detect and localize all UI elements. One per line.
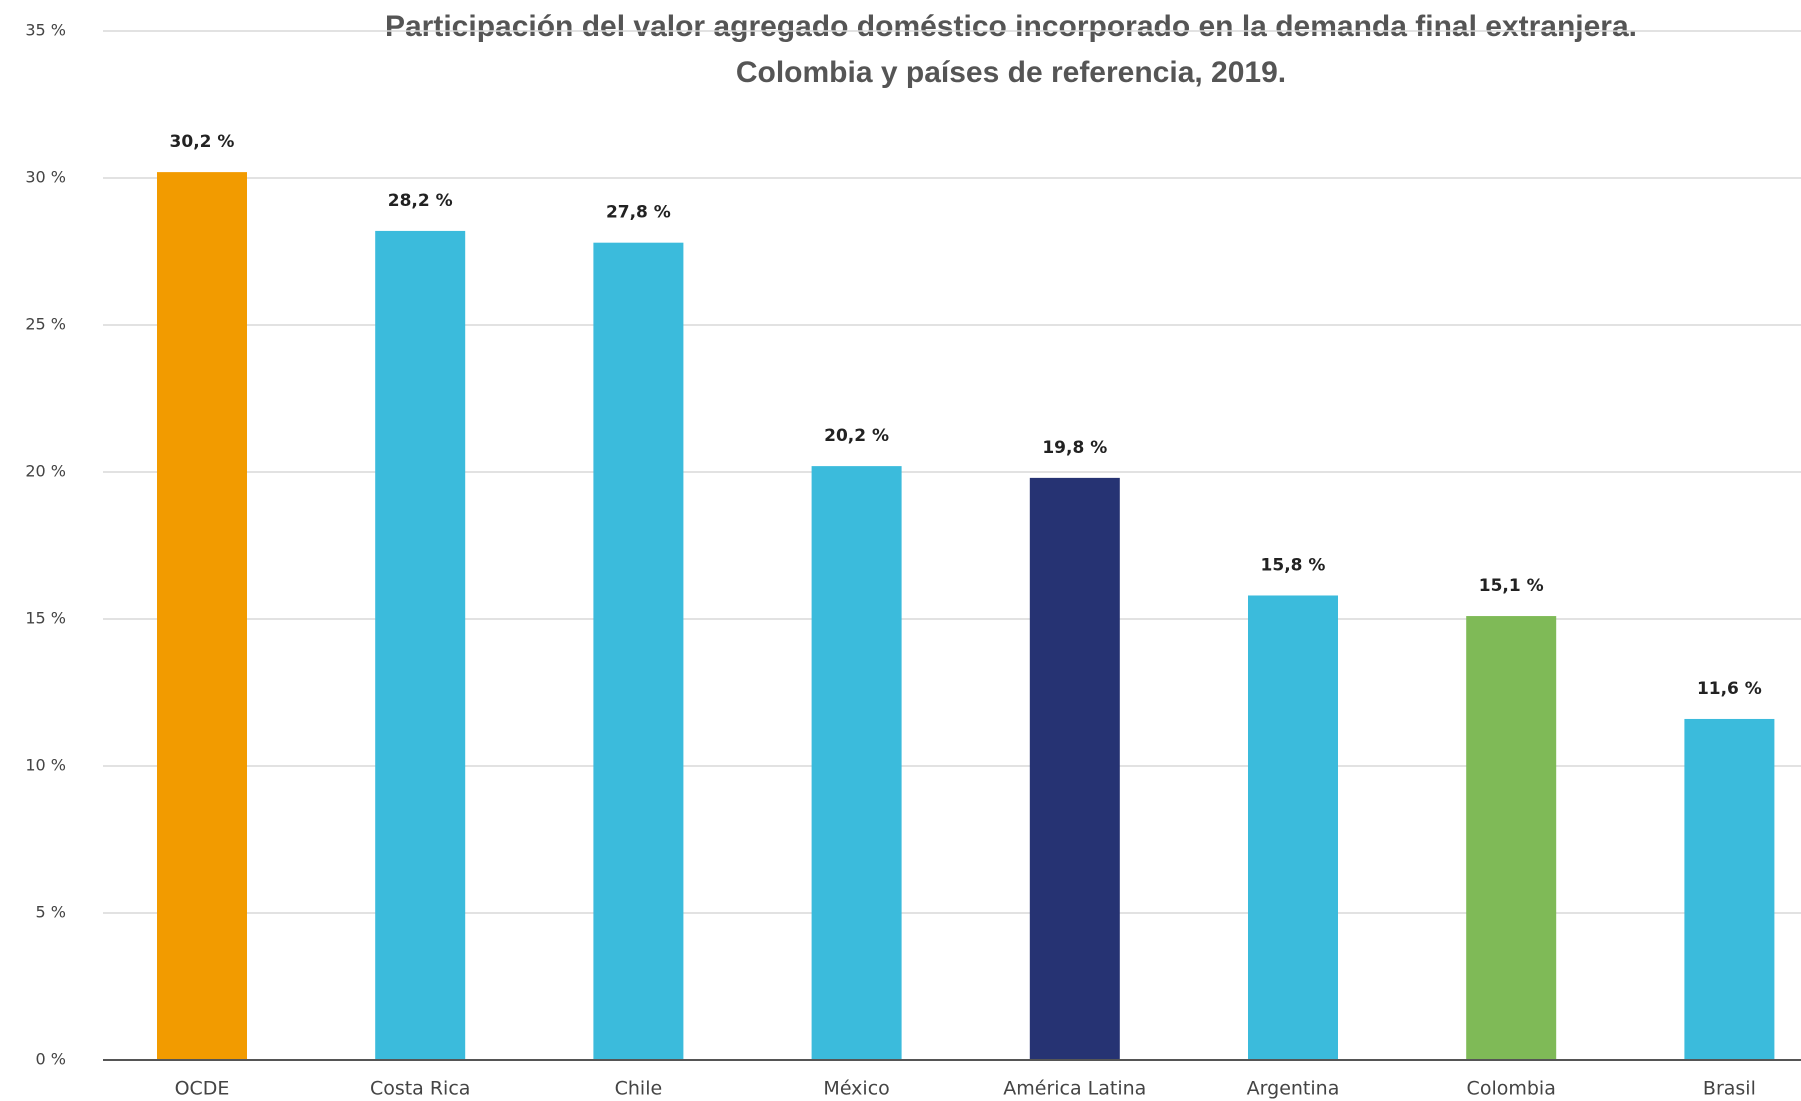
x-tick-label: Costa Rica — [370, 1078, 471, 1100]
bar — [811, 466, 902, 1060]
data-label: 28,2 % — [388, 191, 453, 211]
x-tick-label: Colombia — [1467, 1078, 1556, 1100]
x-tick-label: Chile — [615, 1078, 663, 1100]
y-tick-label: 30 % — [25, 168, 66, 187]
y-tick-label: 25 % — [25, 315, 66, 334]
data-label: 19,8 % — [1042, 438, 1107, 458]
data-label: 27,8 % — [606, 203, 671, 223]
x-tick-label: América Latina — [1003, 1078, 1146, 1100]
y-tick-label: 0 % — [36, 1050, 66, 1069]
x-tick-label: Brasil — [1703, 1078, 1756, 1100]
data-label: 30,2 % — [170, 132, 235, 152]
x-tick-label: OCDE — [175, 1078, 230, 1100]
chart-title: Participación del valor agregado domésti… — [385, 10, 1637, 43]
chart-subtitle: Colombia y países de referencia, 2019. — [736, 56, 1286, 89]
bar — [1466, 616, 1557, 1060]
bar — [1248, 595, 1338, 1060]
y-tick-label: 20 % — [25, 462, 66, 481]
x-tick-label: México — [823, 1078, 889, 1100]
y-tick-label: 15 % — [25, 609, 66, 628]
data-label: 11,6 % — [1697, 679, 1762, 699]
y-tick-label: 5 % — [36, 903, 66, 922]
x-tick-label: Argentina — [1247, 1078, 1340, 1100]
y-tick-label: 10 % — [25, 756, 66, 775]
data-label: 20,2 % — [824, 426, 889, 446]
bar — [1029, 477, 1120, 1060]
y-tick-label: 35 % — [25, 21, 66, 40]
bar — [593, 242, 684, 1060]
bar — [1684, 718, 1775, 1060]
data-label: 15,1 % — [1479, 576, 1544, 596]
data-label: 15,8 % — [1261, 555, 1326, 575]
bar — [375, 230, 466, 1061]
bar — [157, 172, 247, 1060]
